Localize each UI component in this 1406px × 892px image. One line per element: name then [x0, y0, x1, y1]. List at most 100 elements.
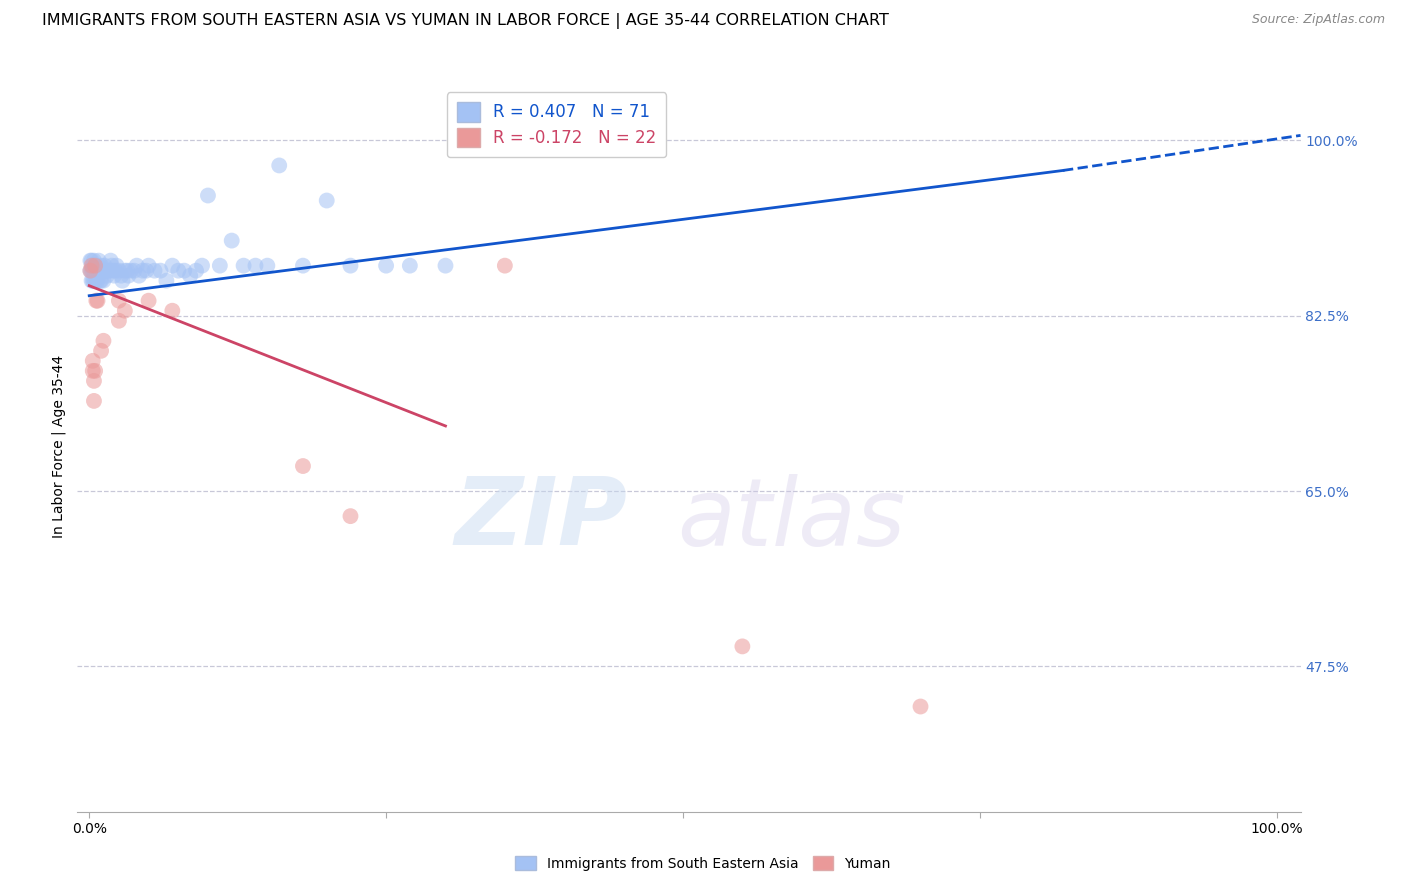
- Text: IMMIGRANTS FROM SOUTH EASTERN ASIA VS YUMAN IN LABOR FORCE | AGE 35-44 CORRELATI: IMMIGRANTS FROM SOUTH EASTERN ASIA VS YU…: [42, 13, 889, 29]
- Point: [910, 699, 932, 714]
- Point: [291, 458, 314, 473]
- Point: [93, 263, 115, 277]
- Point: [434, 259, 457, 273]
- Point: [173, 263, 195, 277]
- Point: [124, 263, 146, 277]
- Point: [86, 293, 108, 308]
- Point: [90, 259, 112, 273]
- Point: [167, 263, 190, 277]
- Point: [83, 374, 105, 388]
- Point: [86, 274, 108, 288]
- Point: [83, 393, 105, 408]
- Point: [90, 274, 112, 288]
- Point: [87, 253, 110, 268]
- Point: [80, 263, 103, 277]
- Point: [155, 274, 177, 288]
- Point: [494, 259, 516, 273]
- Point: [84, 259, 107, 273]
- Point: [80, 259, 103, 273]
- Point: [108, 263, 131, 277]
- Point: [79, 263, 101, 277]
- Point: [97, 263, 120, 277]
- Point: [131, 263, 153, 277]
- Point: [93, 259, 115, 273]
- Point: [143, 263, 166, 277]
- Point: [80, 253, 103, 268]
- Point: [184, 263, 207, 277]
- Point: [110, 268, 132, 283]
- Legend: Immigrants from South Eastern Asia, Yuman: Immigrants from South Eastern Asia, Yuma…: [509, 850, 897, 876]
- Point: [162, 303, 184, 318]
- Point: [82, 274, 104, 288]
- Point: [339, 259, 361, 273]
- Point: [80, 274, 103, 288]
- Point: [245, 259, 267, 273]
- Point: [135, 263, 157, 277]
- Point: [731, 640, 754, 654]
- Point: [197, 188, 219, 202]
- Point: [86, 259, 108, 273]
- Point: [108, 314, 131, 328]
- Point: [339, 509, 361, 524]
- Point: [269, 158, 291, 172]
- Point: [86, 263, 108, 277]
- Point: [86, 274, 108, 288]
- Legend: R = 0.407   N = 71, R = -0.172   N = 22: R = 0.407 N = 71, R = -0.172 N = 22: [447, 92, 666, 157]
- Point: [83, 253, 105, 268]
- Point: [111, 274, 134, 288]
- Point: [93, 334, 115, 348]
- Point: [84, 263, 107, 277]
- Point: [128, 268, 150, 283]
- Point: [87, 263, 110, 277]
- Point: [636, 133, 658, 147]
- Point: [120, 263, 142, 277]
- Point: [79, 263, 101, 277]
- Point: [162, 259, 184, 273]
- Point: [125, 259, 148, 273]
- Point: [208, 259, 231, 273]
- Point: [114, 303, 136, 318]
- Text: ZIP: ZIP: [456, 473, 628, 566]
- Point: [82, 263, 104, 277]
- Point: [179, 268, 201, 283]
- Point: [191, 259, 214, 273]
- Point: [291, 259, 314, 273]
- Point: [83, 263, 105, 277]
- Point: [82, 354, 104, 368]
- Point: [94, 263, 117, 277]
- Point: [96, 268, 118, 283]
- Point: [115, 263, 138, 277]
- Point: [103, 268, 125, 283]
- Point: [84, 274, 107, 288]
- Point: [82, 364, 104, 378]
- Point: [82, 259, 104, 273]
- Point: [117, 268, 139, 283]
- Point: [79, 253, 101, 268]
- Point: [108, 293, 131, 308]
- Point: [232, 259, 254, 273]
- Point: [221, 234, 243, 248]
- Point: [84, 364, 107, 378]
- Point: [315, 194, 337, 208]
- Point: [256, 259, 278, 273]
- Point: [138, 293, 160, 308]
- Point: [83, 274, 105, 288]
- Point: [93, 274, 115, 288]
- Point: [138, 259, 160, 273]
- Y-axis label: In Labor Force | Age 35-44: In Labor Force | Age 35-44: [52, 354, 66, 538]
- Point: [98, 263, 121, 277]
- Point: [114, 263, 136, 277]
- Point: [101, 263, 124, 277]
- Text: atlas: atlas: [676, 474, 905, 565]
- Point: [149, 263, 172, 277]
- Point: [86, 293, 108, 308]
- Point: [104, 263, 127, 277]
- Point: [105, 259, 128, 273]
- Point: [375, 259, 398, 273]
- Point: [100, 253, 122, 268]
- Text: Source: ZipAtlas.com: Source: ZipAtlas.com: [1251, 13, 1385, 27]
- Point: [90, 343, 112, 358]
- Point: [399, 259, 422, 273]
- Point: [100, 259, 122, 273]
- Point: [89, 274, 111, 288]
